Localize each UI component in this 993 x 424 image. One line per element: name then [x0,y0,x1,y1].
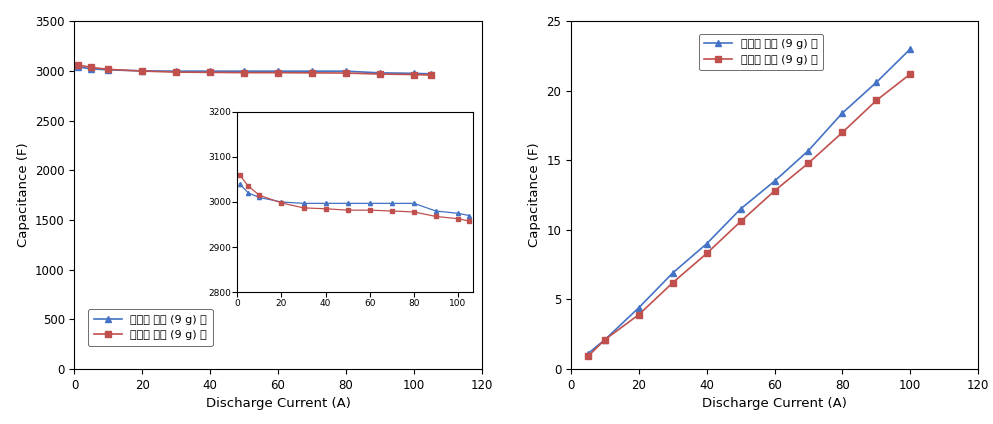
전해액 추가 (9 g) 후 [582,354,594,359]
전해액 추가 (9 g) 전 [633,305,644,310]
Line: 전해액 추가 (9 g) 후: 전해액 추가 (9 g) 후 [74,62,434,78]
전해액 추가 (9 g) 후 [769,188,780,193]
전해액 추가 (9 g) 전 [802,148,814,153]
전해액 추가 (9 g) 후 [136,69,148,74]
X-axis label: Discharge Current (A): Discharge Current (A) [206,397,351,410]
전해액 추가 (9 g) 후 [905,72,917,77]
전해액 추가 (9 g) 전 [582,351,594,356]
Legend: 전해액 추가 (9 g) 전, 전해액 추가 (9 g) 후: 전해액 추가 (9 g) 전, 전해액 추가 (9 g) 후 [699,34,823,70]
전해액 추가 (9 g) 전 [171,69,183,74]
전해액 추가 (9 g) 전 [373,70,385,75]
전해액 추가 (9 g) 전 [102,67,114,73]
전해액 추가 (9 g) 후 [599,337,611,342]
전해액 추가 (9 g) 전 [769,179,780,184]
전해액 추가 (9 g) 후 [306,70,318,75]
전해액 추가 (9 g) 후 [238,70,250,75]
전해액 추가 (9 g) 전 [85,66,97,71]
전해액 추가 (9 g) 후 [205,70,216,75]
전해액 추가 (9 g) 전 [599,337,611,342]
전해액 추가 (9 g) 후 [408,72,420,77]
전해액 추가 (9 g) 후 [870,98,882,103]
전해액 추가 (9 g) 전 [136,68,148,73]
전해액 추가 (9 g) 후 [272,70,284,75]
전해액 추가 (9 g) 후 [373,72,385,77]
전해액 추가 (9 g) 전 [425,71,437,76]
Line: 전해액 추가 (9 g) 후: 전해액 추가 (9 g) 후 [585,71,914,360]
전해액 추가 (9 g) 후 [71,62,83,67]
전해액 추가 (9 g) 전 [701,241,713,246]
전해액 추가 (9 g) 후 [85,65,97,70]
전해액 추가 (9 g) 전 [408,71,420,76]
전해액 추가 (9 g) 후 [633,312,644,317]
전해액 추가 (9 g) 후 [666,280,678,285]
전해액 추가 (9 g) 후 [102,67,114,72]
전해액 추가 (9 g) 전 [735,206,747,212]
전해액 추가 (9 g) 전 [870,80,882,85]
전해액 추가 (9 g) 전 [238,69,250,74]
X-axis label: Discharge Current (A): Discharge Current (A) [702,397,847,410]
전해액 추가 (9 g) 전 [71,64,83,70]
Line: 전해액 추가 (9 g) 전: 전해액 추가 (9 g) 전 [585,46,914,357]
전해액 추가 (9 g) 후 [425,73,437,78]
Line: 전해액 추가 (9 g) 전: 전해액 추가 (9 g) 전 [74,64,434,77]
Y-axis label: Capacitance (F): Capacitance (F) [528,143,541,247]
전해액 추가 (9 g) 후 [340,70,352,75]
전해액 추가 (9 g) 후 [802,161,814,166]
Legend: 전해액 추가 (9 g) 전, 전해액 추가 (9 g) 후: 전해액 추가 (9 g) 전, 전해액 추가 (9 g) 후 [88,309,213,346]
전해액 추가 (9 g) 전 [666,271,678,276]
전해액 추가 (9 g) 전 [272,69,284,74]
전해액 추가 (9 g) 후 [836,130,848,135]
전해액 추가 (9 g) 전 [306,69,318,74]
전해액 추가 (9 g) 후 [171,70,183,75]
전해액 추가 (9 g) 전 [205,69,216,74]
전해액 추가 (9 g) 후 [701,251,713,256]
전해액 추가 (9 g) 후 [735,219,747,224]
전해액 추가 (9 g) 전 [340,69,352,74]
Y-axis label: Capacitance (F): Capacitance (F) [17,143,30,247]
전해액 추가 (9 g) 전 [836,110,848,115]
전해액 추가 (9 g) 전 [905,47,917,52]
